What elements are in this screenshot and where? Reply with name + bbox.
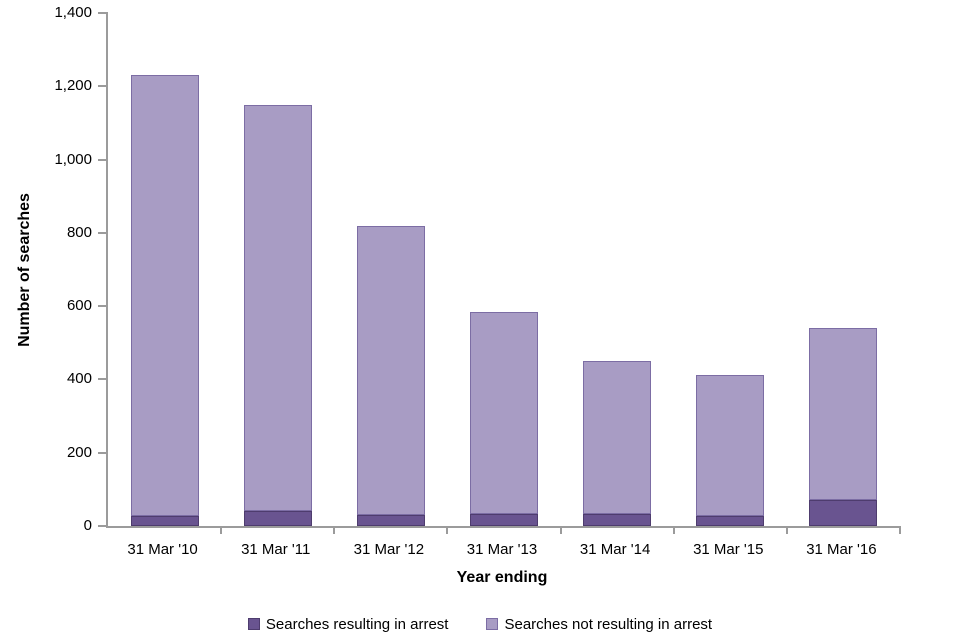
legend-item: Searches resulting in arrest	[247, 615, 449, 633]
legend-swatch-arrest	[247, 618, 260, 630]
x-axis-category-label: 31 Mar '10	[127, 541, 198, 558]
x-axis-tick	[672, 526, 675, 534]
bar-segment-no-arrest	[130, 75, 199, 516]
y-axis-tick-label: 200	[66, 443, 92, 461]
y-axis-tick	[98, 231, 108, 234]
x-axis-tick	[899, 526, 901, 534]
y-axis-tick-label: 1,200	[54, 77, 92, 95]
y-axis-tick	[98, 378, 108, 381]
legend-swatch-no-arrest	[486, 618, 499, 630]
y-axis-tick-label: 1,000	[54, 150, 92, 168]
legend-label: Searches not resulting in arrest	[504, 615, 713, 633]
bar-segment-no-arrest	[470, 312, 538, 515]
bar-segment-arrest	[470, 514, 538, 526]
y-axis-title: Number of searches	[16, 193, 33, 347]
x-axis-title: Year ending	[456, 569, 548, 586]
y-axis-tick-label: 400	[66, 370, 92, 388]
x-axis-category-label: 31 Mar '16	[806, 541, 877, 558]
y-axis-tick-label: 0	[83, 517, 92, 534]
x-axis-category-label: 31 Mar '13	[466, 541, 538, 558]
x-axis-tick	[220, 526, 223, 534]
x-axis-category-label: 31 Mar '11	[241, 541, 311, 558]
x-axis-category-label: 31 Mar '12	[353, 541, 425, 558]
y-axis-tick	[98, 158, 108, 161]
x-axis-category-label: 31 Mar '15	[693, 541, 764, 558]
legend-label: Searches resulting in arrest	[265, 615, 449, 633]
bar-segment-no-arrest	[809, 327, 878, 501]
y-axis-tick	[98, 305, 108, 308]
y-axis-tick-label: 600	[66, 297, 92, 315]
y-axis-tick	[98, 12, 108, 14]
bar-segment-arrest	[583, 513, 652, 526]
bar-segment-arrest	[696, 515, 765, 526]
bar-segment-no-arrest	[243, 104, 312, 511]
x-axis-category-label: 31 Mar '14	[579, 541, 651, 558]
x-axis-tick	[446, 526, 449, 534]
plot-area	[98, 12, 901, 534]
x-axis-tick	[559, 526, 562, 534]
bar-segment-arrest	[356, 515, 425, 526]
y-axis-tick-label: 1,400	[54, 4, 92, 21]
bar-segment-arrest	[130, 515, 199, 526]
x-axis-tick	[333, 526, 336, 534]
y-axis-tick	[98, 85, 108, 88]
bar-segment-arrest	[243, 510, 312, 526]
bar-segment-no-arrest	[583, 361, 652, 514]
bar-segment-arrest	[809, 500, 878, 526]
legend: Searches resulting in arrest Searches not…	[0, 611, 960, 637]
bar-segment-no-arrest	[696, 375, 765, 516]
x-axis-tick	[785, 526, 788, 534]
y-axis-tick	[98, 525, 108, 527]
y-axis-tick-label: 800	[66, 223, 92, 241]
y-axis-tick	[98, 451, 108, 454]
legend-item: Searches not resulting in arrest	[486, 616, 712, 633]
bar-segment-no-arrest	[356, 225, 425, 515]
